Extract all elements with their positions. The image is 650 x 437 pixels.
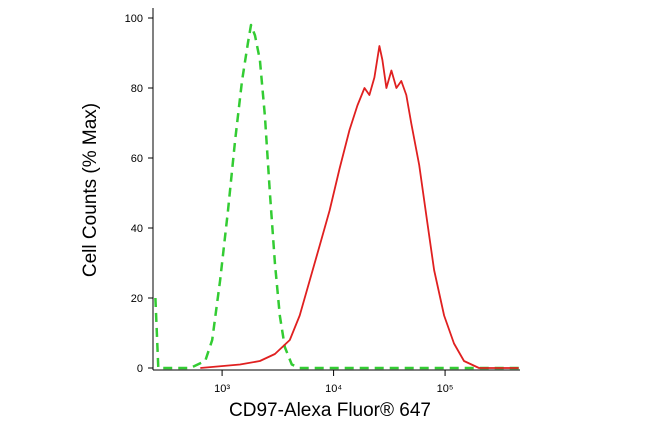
y-tick-label: 20 [131, 293, 143, 305]
y-tick-label: 40 [131, 223, 143, 235]
y-tick-label: 60 [131, 153, 143, 165]
x-axis-title: CD97-Alexa Fluor® 647 [229, 400, 431, 421]
series-line [200, 45, 519, 369]
x-tick-label: 10⁵ [437, 383, 454, 395]
x-tick-label: 10⁴ [325, 383, 342, 395]
y-tick-label: 0 [137, 363, 143, 375]
y-tick-label: 100 [125, 13, 143, 25]
y-tick-label: 80 [131, 83, 143, 95]
y-axis-title: Cell Counts (% Max) [80, 103, 101, 277]
x-tick-label: 10³ [214, 383, 230, 395]
series-line [154, 23, 519, 370]
